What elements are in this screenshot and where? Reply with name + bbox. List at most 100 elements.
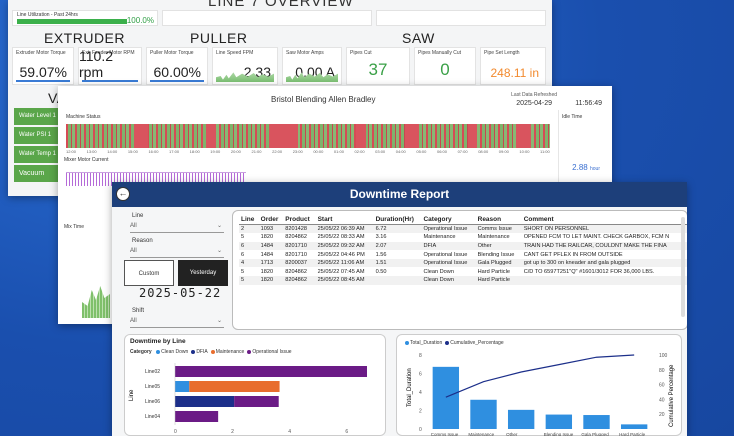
column-header[interactable]: Comment xyxy=(521,215,687,225)
table-cell: OPENED FCM TO LET MAINT. CHECK GARBOX, F… xyxy=(523,234,670,241)
pareto-legend: Total_Duration Cumulative_Percentage xyxy=(402,340,504,346)
machine-status-timeline xyxy=(66,124,550,148)
bar xyxy=(507,409,535,429)
filter-shift-select[interactable]: All ⌄ xyxy=(130,316,224,328)
table-cell: 6.72 xyxy=(373,224,422,234)
table-cell: Operational Issue xyxy=(421,224,476,234)
table-cell: 6 xyxy=(241,251,245,258)
bar-segment xyxy=(234,396,279,407)
cumulative-line xyxy=(445,354,635,398)
y-tick-label: 8 xyxy=(419,353,422,359)
filter-line-select[interactable]: All ⌄ xyxy=(130,221,224,233)
yesterday-button[interactable]: Yesterday xyxy=(178,260,228,286)
category-tick-label: Line06 xyxy=(145,399,160,405)
table-cell: Hard Particle xyxy=(477,268,510,275)
side-item-water-psi[interactable]: Water PSI 1 xyxy=(14,127,66,144)
table-cell: 25/05/22 08:33 AM xyxy=(317,234,365,241)
placeholder-card xyxy=(376,10,546,26)
time-tick: 01:00 xyxy=(333,149,344,154)
bar-segment xyxy=(175,411,219,422)
metric-label: Pipes Manually Cut xyxy=(418,50,462,56)
y-tick-label: 4 xyxy=(419,390,422,396)
y-tick-label: 2 xyxy=(419,409,422,415)
y2-tick-label: 20 xyxy=(659,412,665,418)
time-tick: 07:00 xyxy=(457,149,468,154)
table-cell: 25/05/22 11:06 AM xyxy=(315,258,374,268)
table-cell: Operational Issue xyxy=(421,258,476,268)
table-cell xyxy=(521,276,687,285)
custom-button[interactable]: Custom xyxy=(124,260,174,286)
table-cell: 1820 xyxy=(260,268,274,275)
table-cell: Hard Particle xyxy=(475,276,522,285)
metric-label: Saw Motor Amps xyxy=(286,50,324,56)
table-row[interactable]: 4 1713 8200037 25/05/22 11:06 AM 1.51 Operati… xyxy=(239,258,687,268)
table-row[interactable]: 6 1484 8201710 25/05/22 04:46 PM 1.56 Operati… xyxy=(239,250,687,259)
bar xyxy=(545,414,573,429)
table-cell: 8204862 xyxy=(285,234,308,241)
table-row[interactable]: 5 1820 8204862 25/05/22 08:33 AM 3.16 Mainten… xyxy=(239,233,687,242)
metric-value: 0 xyxy=(440,60,450,79)
category-tick-label: Comms Issue xyxy=(431,432,459,436)
column-header[interactable]: Category xyxy=(421,215,476,225)
metric-label: Ext. Feeder Motor RPM xyxy=(82,50,135,56)
metric-value: 60.00% xyxy=(153,64,201,80)
column-header[interactable]: Reason xyxy=(475,215,522,225)
table-cell: Blending Issue xyxy=(477,251,515,258)
table-row[interactable]: 2 1093 8201428 25/05/22 06:39 AM 6.72 Operati… xyxy=(239,224,687,234)
legend-label: DFIA xyxy=(196,349,208,355)
time-tick: 11:00 xyxy=(540,149,550,154)
chevron-down-icon: ⌄ xyxy=(216,318,222,324)
metric-card: Saw Motor Amps 0.00 A xyxy=(282,47,342,85)
table-cell: 5 xyxy=(241,268,245,275)
table-cell: 1820 xyxy=(258,276,284,285)
metric-value: 0.00 A xyxy=(295,64,335,80)
time-tick: 22:00 xyxy=(272,149,283,154)
bar xyxy=(470,399,497,429)
metric-value: 59.07% xyxy=(19,64,67,80)
column-header[interactable]: Start xyxy=(315,215,374,225)
table-row[interactable]: 5 1820 8204862 25/05/22 08:45 AM Clean Down H… xyxy=(239,276,687,285)
column-header[interactable]: Product xyxy=(283,215,316,225)
table-cell: 1820 xyxy=(260,234,274,241)
selected-date[interactable]: 2025-05-22 xyxy=(139,286,222,300)
side-item-water-level[interactable]: Water Level 1 xyxy=(14,108,66,125)
sparkline xyxy=(286,72,338,82)
back-arrow-icon[interactable]: ← xyxy=(116,187,130,201)
table-row[interactable]: 5 1820 8204862 25/05/22 07:45 AM 0.50 Clean D… xyxy=(239,267,687,276)
time-tick: 23:00 xyxy=(292,149,303,154)
table-cell: Clean Down xyxy=(423,268,454,275)
y2-tick-label: 80 xyxy=(659,368,665,374)
column-header[interactable]: Duration(Hr) xyxy=(373,215,422,225)
side-item-water-temp[interactable]: Water Temp 1 xyxy=(14,146,66,163)
by-line-title: Downtime by Line xyxy=(130,338,186,345)
table-scrollbar[interactable] xyxy=(681,217,685,317)
filter-reason-select[interactable]: All ⌄ xyxy=(130,246,224,258)
metric-label: Line Speed FPM xyxy=(216,50,254,56)
pareto-panel: Total_Duration Cumulative_Percentage Tota… xyxy=(396,334,682,436)
bar-segment xyxy=(189,381,280,392)
side-item-vacuum[interactable]: Vacuum xyxy=(14,165,66,182)
column-header[interactable]: Order xyxy=(258,215,284,225)
pareto-chart: Total_Duration Cumulative Percentage86420… xyxy=(407,353,675,436)
category-tick-label: Blending Issue xyxy=(544,432,574,436)
mix-time-chart xyxy=(82,286,110,318)
table-cell: 5 xyxy=(239,276,259,285)
bar-segment xyxy=(175,381,190,392)
filter-shift-label: Shift xyxy=(132,308,145,314)
bar xyxy=(620,424,648,429)
time-axis: 12:00 13:00 14:00 15:00 16:00 17:00 18:00 19:00… xyxy=(66,149,550,154)
metric-label: Extruder Motor Torque xyxy=(16,50,66,56)
column-header[interactable]: Line xyxy=(239,215,259,225)
table-cell: Operational Issue xyxy=(423,251,468,258)
legend-dot-icon xyxy=(405,340,409,345)
machine-status-label: Machine Status xyxy=(66,114,101,120)
table-cell: Maintenance xyxy=(477,234,510,241)
table-cell: 1484 xyxy=(260,251,274,258)
table-row[interactable]: 6 1484 8201710 25/05/22 09:32 AM 2.07 DFIA Oth… xyxy=(239,241,687,251)
legend-dot-icon xyxy=(445,340,450,345)
metric-label: Pipes Cut xyxy=(350,50,372,56)
time-tick: 09:00 xyxy=(498,149,509,154)
refresh-time: 11:56:49 xyxy=(575,100,602,107)
table-cell: TRAIN HAD THE RAILCAR, COULDNT MAKE THE … xyxy=(521,241,687,251)
bar xyxy=(583,415,610,429)
